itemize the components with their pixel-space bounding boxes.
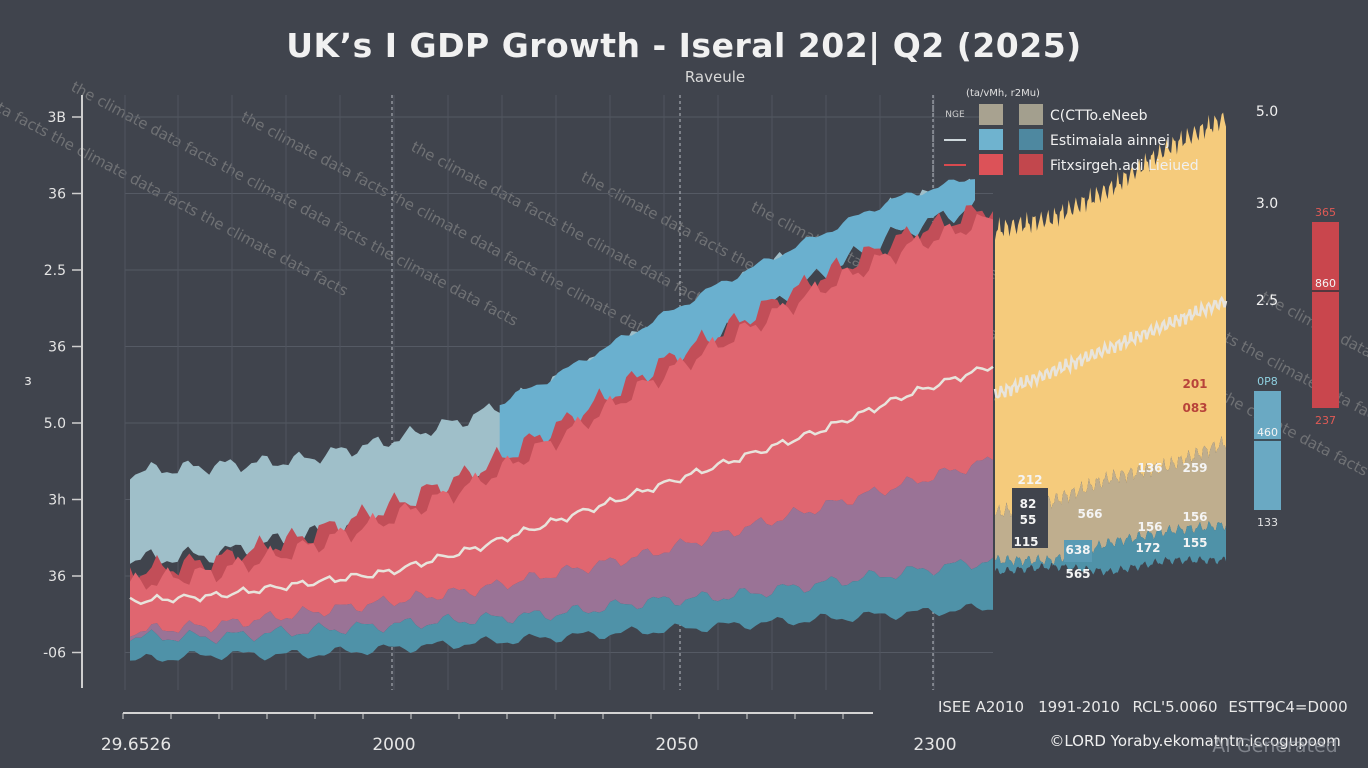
data-label: 201 bbox=[1182, 377, 1207, 391]
data-label: 259 bbox=[1182, 461, 1207, 475]
x-tick-label: 2300 bbox=[913, 735, 956, 755]
area-bands bbox=[129, 178, 994, 662]
legend-header: (ta/vMh, r2Mu) bbox=[966, 88, 1040, 99]
blue-label-box bbox=[1064, 540, 1092, 562]
legend-label: C(CTTo.eNeeb bbox=[1050, 108, 1148, 124]
data-label: 156 bbox=[1182, 510, 1207, 524]
projection-median-line bbox=[993, 295, 1228, 399]
x-tick-label: 2000 bbox=[372, 735, 415, 755]
data-label: 82 bbox=[1020, 497, 1037, 511]
x-tick-label: 2050 bbox=[655, 735, 698, 755]
projection-panel: 212 82 55 115 566 638 565 136 156 172 259 156 155 201… bbox=[993, 112, 1228, 581]
y-tick-label: -06 bbox=[43, 646, 66, 662]
legend-swatch bbox=[979, 154, 1003, 175]
teal-projection-band bbox=[995, 521, 1226, 576]
legend-swatch bbox=[979, 104, 1003, 125]
range-mid-label: 860 bbox=[1315, 277, 1336, 290]
y-tick-label: 36 bbox=[48, 340, 66, 356]
period-label: 1991-2010 bbox=[1038, 698, 1120, 716]
range-bottom-label: 237 bbox=[1315, 414, 1336, 427]
period-label: RCL'5.0060 bbox=[1132, 698, 1217, 716]
legend-label: Estimaiala ainnej bbox=[1050, 133, 1170, 149]
data-label: 638 bbox=[1065, 543, 1090, 557]
y-tick-label: 3h bbox=[48, 493, 66, 509]
right-axis-label: 3.0 bbox=[1256, 196, 1278, 212]
chart-title: UK’s I GDP Growth - Iseral 202| Q2 (2025… bbox=[286, 26, 1082, 65]
copyright-text: ©LORD Yoraby.ekomatntn.iccogupoom bbox=[1049, 732, 1340, 750]
data-label: 156 bbox=[1137, 520, 1162, 534]
dark-label-box bbox=[1012, 488, 1048, 548]
bottom-labels: ISEE A2010 1991-2010 RCL'5.0060 ESTT9C4=D00… bbox=[938, 698, 1348, 757]
y-tick-label: 3B bbox=[47, 110, 66, 126]
data-label: 172 bbox=[1135, 541, 1160, 555]
data-label: 083 bbox=[1182, 401, 1207, 415]
legend-swatch bbox=[1019, 129, 1043, 150]
range-bars: 0P8 460 133 365 860 237 bbox=[1254, 206, 1339, 529]
range-bar bbox=[1312, 222, 1339, 408]
chart-subtitle: Raveule bbox=[684, 68, 746, 86]
legend-swatch bbox=[1019, 104, 1043, 125]
y-axis-label: з bbox=[24, 373, 31, 389]
range-bar bbox=[1254, 391, 1281, 510]
data-label: 115 bbox=[1013, 535, 1038, 549]
y-tick-label: 36 bbox=[48, 569, 66, 585]
legend-swatch bbox=[1019, 154, 1043, 175]
tan-band bbox=[995, 435, 1226, 566]
legend: (ta/vMh, r2Mu) NGE C(CTTo.eNeeb Estimaiala … bbox=[932, 88, 1199, 180]
data-label: 566 bbox=[1077, 507, 1102, 521]
data-label: 565 bbox=[1065, 567, 1090, 581]
legend-row-label: NGE bbox=[945, 110, 965, 120]
range-bottom-label: 133 bbox=[1257, 516, 1278, 529]
yellow-band bbox=[995, 112, 1226, 517]
y-tick-label: 36 bbox=[48, 187, 66, 203]
right-axis-label: 5.0 bbox=[1256, 104, 1278, 120]
y-tick-label: 2.5 bbox=[44, 263, 66, 279]
range-top-label: 365 bbox=[1315, 206, 1336, 219]
data-label: 55 bbox=[1020, 513, 1037, 527]
period-label: ESTT9C4=D000 bbox=[1228, 698, 1347, 716]
watermark-text: the climate data facts the climate data … bbox=[238, 108, 691, 360]
median-line bbox=[129, 365, 994, 606]
teal-band bbox=[130, 557, 993, 662]
y-tick-label: 5.0 bbox=[44, 416, 66, 432]
x-tick-label: 29.6526 bbox=[101, 735, 171, 755]
data-label: 136 bbox=[1137, 461, 1162, 475]
axes: 3B 36 2.5 36 5.0 3h 36 -06 з 29.6526 2000 2050 2300 5… bbox=[24, 95, 1278, 755]
range-top-label: 0P8 bbox=[1257, 375, 1278, 388]
right-axis-label: 2.5 bbox=[1256, 293, 1278, 309]
period-label: ISEE A2010 bbox=[938, 698, 1024, 716]
purple-band bbox=[130, 456, 993, 645]
legend-swatch bbox=[979, 129, 1003, 150]
data-label: 212 bbox=[1017, 473, 1042, 487]
legend-label: Fitxsirgeh.adi Lieiued bbox=[1050, 158, 1199, 174]
ai-generated-mark: AI Generated bbox=[1212, 735, 1337, 757]
data-label: 155 bbox=[1182, 536, 1207, 550]
watermark-text: the climate data facts the climate data … bbox=[68, 78, 521, 330]
red-band bbox=[130, 213, 993, 637]
range-mid-label: 460 bbox=[1257, 426, 1278, 439]
